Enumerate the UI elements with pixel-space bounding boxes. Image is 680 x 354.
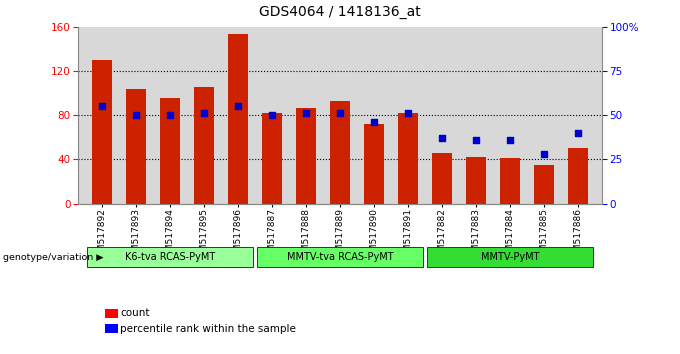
Bar <box>466 157 486 204</box>
Point <box>369 119 379 125</box>
Point <box>97 103 107 109</box>
FancyBboxPatch shape <box>87 247 253 267</box>
Point <box>573 130 583 136</box>
Bar <box>330 101 350 204</box>
Text: MMTV-PyMT: MMTV-PyMT <box>481 252 539 262</box>
Bar <box>398 113 418 204</box>
Text: genotype/variation ▶: genotype/variation ▶ <box>3 253 104 262</box>
Text: count: count <box>120 308 150 318</box>
Point <box>539 151 549 157</box>
Point <box>131 112 141 118</box>
Point <box>301 110 311 116</box>
Point <box>471 137 481 143</box>
Point <box>165 112 175 118</box>
FancyBboxPatch shape <box>427 247 593 267</box>
Bar <box>194 87 214 204</box>
Text: GDS4064 / 1418136_at: GDS4064 / 1418136_at <box>259 5 421 19</box>
Point <box>233 103 243 109</box>
Point <box>267 112 277 118</box>
Bar <box>432 153 452 204</box>
Point <box>199 110 209 116</box>
Bar <box>262 113 282 204</box>
Point <box>437 135 447 141</box>
Bar <box>92 60 112 204</box>
Bar <box>160 98 180 204</box>
Bar <box>296 108 316 204</box>
Bar <box>126 88 146 204</box>
Bar <box>534 165 554 204</box>
Point <box>403 110 413 116</box>
Bar <box>228 34 248 204</box>
Bar <box>500 158 520 204</box>
Text: MMTV-tva RCAS-PyMT: MMTV-tva RCAS-PyMT <box>287 252 393 262</box>
FancyBboxPatch shape <box>257 247 423 267</box>
Bar <box>105 324 118 333</box>
Point <box>335 110 345 116</box>
Text: percentile rank within the sample: percentile rank within the sample <box>120 324 296 333</box>
Bar <box>568 148 588 204</box>
Text: K6-tva RCAS-PyMT: K6-tva RCAS-PyMT <box>125 252 215 262</box>
Bar <box>364 124 384 204</box>
Bar <box>105 309 118 318</box>
Point <box>505 137 515 143</box>
